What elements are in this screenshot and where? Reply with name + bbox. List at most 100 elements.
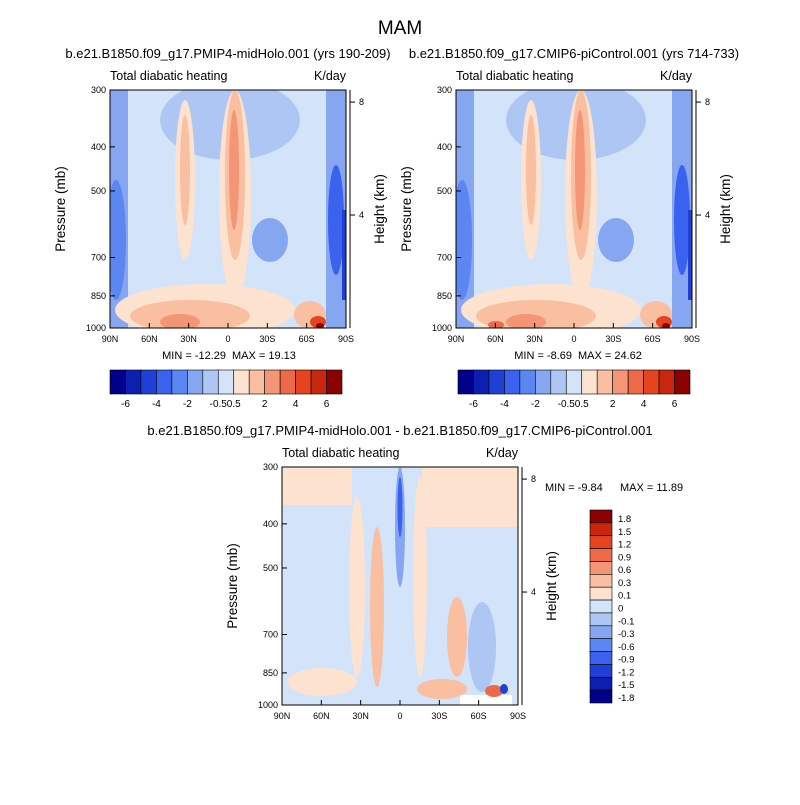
field-south-surface-max <box>662 323 670 328</box>
colorbar-box <box>233 369 250 395</box>
x-tick-label: 60S <box>645 334 661 344</box>
x-tick-label: 60N <box>487 334 504 344</box>
y-tick-label: 700 <box>437 252 452 262</box>
diff-south-surface-cold <box>500 684 508 694</box>
colorbar-box <box>589 664 613 678</box>
colorbar: -6 -4 -2 -0.5 0.5 2 4 6 <box>109 369 343 410</box>
diff-eq-core <box>397 477 403 537</box>
colorbar-label: 0 <box>618 604 623 615</box>
colorbar-box <box>156 369 173 395</box>
colorbar-label: 0.3 <box>618 578 631 589</box>
panel-title: b.e21.B1850.f09_g17.CMIP6-piControl.001 … <box>409 46 739 61</box>
height-axis-label: Height (km) <box>544 551 559 621</box>
colorbar-label: 1.5 <box>618 527 631 538</box>
x-tick-label: 30N <box>352 711 369 721</box>
colorbar-box <box>535 369 552 395</box>
panel-1: b.e21.B1850.f09_g17.PMIP4-midHolo.001 (y… <box>53 46 391 410</box>
x-tick-label: 90N <box>102 334 119 344</box>
field-south-surface-max <box>316 323 324 328</box>
colorbar-box <box>589 599 613 614</box>
y-tick-label: 500 <box>91 186 106 196</box>
field-mid-cool <box>252 218 288 262</box>
x-tick-label: 60S <box>299 334 315 344</box>
panel-2: b.e21.B1850.f09_g17.CMIP6-piControl.001 … <box>399 46 739 410</box>
field-plume-north-core <box>180 115 190 225</box>
panel-3: b.e21.B1850.f09_g17.PMIP4-midHolo.001 - … <box>147 423 683 721</box>
y-tick-label: 300 <box>263 462 278 472</box>
diff-plume-mid <box>370 527 384 687</box>
colorbar-box <box>589 548 613 562</box>
colorbar-label: -2 <box>183 399 192 410</box>
colorbar-box <box>589 651 613 665</box>
diff-south-surface-hot <box>485 685 503 697</box>
colorbar-label: 4 <box>641 399 647 410</box>
field-south-edge <box>342 210 346 300</box>
colorbar-box <box>589 561 613 575</box>
min-label: MIN = -12.29 <box>162 350 226 362</box>
colorbar-box <box>457 369 474 395</box>
colorbar-box <box>109 369 126 395</box>
colorbar-label: 0.5 <box>575 399 589 410</box>
field-bl-hot <box>506 314 546 328</box>
height-tick-label: 8 <box>531 474 536 484</box>
field-south-low <box>674 165 690 275</box>
colorbar-label: -0.1 <box>618 616 634 627</box>
diff-bl-warm <box>287 668 357 696</box>
colorbar-box <box>279 369 296 395</box>
x-tick-label: 30S <box>605 334 621 344</box>
y-tick-label: 400 <box>437 142 452 152</box>
colorbar-box <box>264 369 281 395</box>
right-subtitle: K/day <box>660 69 693 83</box>
colorbar-label: -0.3 <box>618 629 634 640</box>
diff-south-warm <box>447 597 467 677</box>
colorbar: 1.81.51.20.90.60.30.10-0.1-0.3-0.6-0.9-1… <box>589 509 634 704</box>
field-bl-hot <box>160 314 200 328</box>
colorbar-box <box>310 369 327 395</box>
height-tick-label: 8 <box>359 97 364 107</box>
x-tick-label: 0 <box>225 334 230 344</box>
colorbar-box <box>248 369 265 395</box>
y-tick-label: 1000 <box>258 700 278 710</box>
left-subtitle: Total diabatic heating <box>456 69 573 83</box>
field-plume-eq-inner <box>575 110 585 230</box>
colorbar-label: 6 <box>324 399 330 410</box>
colorbar-box <box>612 369 629 395</box>
x-tick-label: 0 <box>397 711 402 721</box>
colorbar-label: 0.6 <box>618 565 631 576</box>
x-tick-label: 90S <box>510 711 526 721</box>
colorbar-label: -0.9 <box>618 655 634 666</box>
min-label: MIN = -9.84 <box>545 482 603 494</box>
colorbar: -6 -4 -2 -0.5 0.5 2 4 6 <box>457 369 691 410</box>
colorbar-label: 2 <box>610 399 616 410</box>
colorbar-box <box>295 369 312 395</box>
diff-upper-north-warm <box>282 467 352 505</box>
y-tick-label: 850 <box>263 668 278 678</box>
colorbar-label: -0.5 <box>210 399 228 410</box>
colorbar-box <box>589 612 613 627</box>
contour-field <box>456 90 692 328</box>
y-tick-label: 850 <box>91 291 106 301</box>
field-bl-warmer <box>476 300 596 328</box>
colorbar-box <box>589 535 613 549</box>
x-tick-label: 90S <box>684 334 700 344</box>
colorbar-box <box>589 586 613 601</box>
colorbar-box <box>589 676 613 691</box>
y-axis-label: Pressure (mb) <box>53 166 68 252</box>
max-label: MAX = 24.62 <box>578 350 642 362</box>
colorbar-box <box>674 369 691 395</box>
diff-plume-north <box>349 497 365 677</box>
x-tick-label: 30S <box>259 334 275 344</box>
height-tick-label: 4 <box>531 587 536 597</box>
colorbar-label: -6 <box>469 399 478 410</box>
colorbar-box <box>589 522 613 537</box>
colorbar-box <box>140 369 157 395</box>
diff-plume-south <box>413 477 427 677</box>
colorbar-box <box>202 369 219 395</box>
y-tick-label: 400 <box>91 142 106 152</box>
colorbar-box <box>519 369 536 395</box>
diff-missing-data <box>460 695 512 705</box>
colorbar-box <box>187 369 204 395</box>
diff-south-cool <box>468 602 496 692</box>
y-axis-label: Pressure (mb) <box>225 543 240 629</box>
